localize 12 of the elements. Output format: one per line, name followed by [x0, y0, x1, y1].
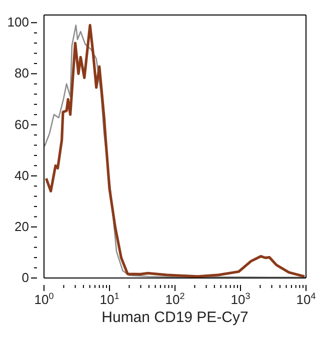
y-tick-label: 100: [7, 14, 29, 30]
y-tick-label: 60: [14, 116, 29, 132]
y-tick-label: 0: [22, 270, 29, 285]
x-tick-label: 10$^{0}$: [34, 291, 54, 307]
x-tick-label: 10$^{1}$: [100, 291, 120, 307]
y-tick-label: 80: [14, 66, 29, 81]
x-tick-label: 10$^{4}$: [296, 291, 316, 307]
x-axis-title: Human CD19 PE-Cy7: [102, 309, 248, 326]
x-tick-label: 10$^{3}$: [230, 291, 250, 307]
y-tick-label: 20: [14, 218, 29, 234]
y-tick-label: 40: [14, 168, 29, 183]
x-tick-label: 10$^{2}$: [165, 291, 185, 307]
